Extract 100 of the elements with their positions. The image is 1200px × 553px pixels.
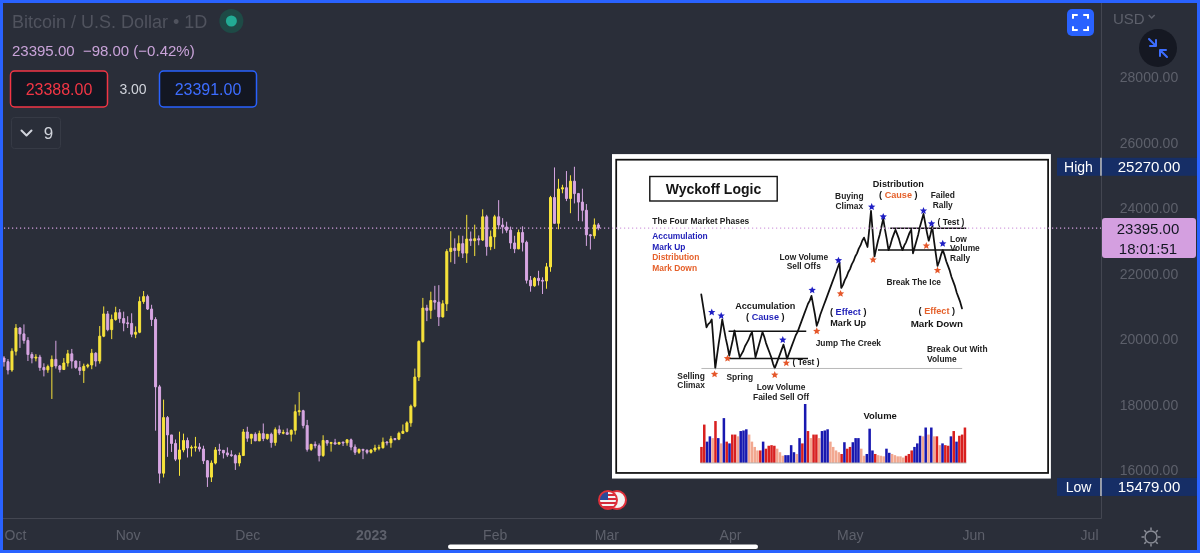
candlestick [225, 446, 229, 458]
candlestick [217, 443, 221, 456]
candlestick [38, 354, 42, 372]
candlestick [50, 354, 54, 400]
bar [896, 456, 899, 463]
annotation: Break Out With Volume [927, 343, 988, 364]
candlestick [361, 448, 365, 460]
candlestick [477, 234, 481, 246]
annotation: Mark Up [652, 241, 686, 252]
bar [927, 434, 930, 463]
candlestick [393, 438, 397, 441]
candlestick [493, 214, 497, 250]
candlestick [277, 424, 281, 436]
candlestick [373, 444, 377, 453]
bar [854, 438, 857, 463]
annotation: Buying Climax [835, 191, 864, 211]
candlestick [257, 430, 261, 442]
candlestick [78, 360, 82, 376]
candlestick [473, 224, 477, 257]
bar [857, 438, 860, 463]
bar [826, 429, 829, 463]
candlestick [329, 441, 333, 453]
candlestick [193, 436, 197, 453]
candlestick [453, 237, 457, 265]
annotation: Spring [726, 371, 754, 382]
bar [815, 434, 818, 463]
candlestick [233, 453, 237, 471]
candlestick [365, 448, 369, 455]
candlestick [381, 437, 385, 450]
candlestick [18, 326, 22, 349]
candlestick [162, 399, 166, 478]
candlestick [122, 311, 126, 332]
ref-line-label: 23395.00 [1116, 219, 1180, 237]
annotation: 9 [43, 123, 54, 143]
candlestick [341, 440, 345, 447]
candlestick [6, 358, 10, 375]
annotation: 23388.00 [25, 80, 93, 98]
candlestick [481, 208, 485, 242]
bar [913, 446, 916, 463]
candlestick [325, 440, 329, 447]
candlestick [369, 448, 373, 455]
annotation: ( Cause ) [879, 189, 918, 200]
bar [714, 421, 717, 463]
bar [885, 448, 888, 463]
sell-button: 23388.00 [9, 70, 109, 108]
candlestick [66, 349, 70, 368]
candlestick [357, 448, 361, 455]
candlestick [465, 214, 469, 264]
candlestick [94, 351, 98, 368]
annotation: Selling Climax [677, 371, 706, 391]
annotation: High [1064, 158, 1093, 175]
bar [767, 445, 770, 463]
candlestick [568, 174, 572, 214]
annotation: Low Volume Sell Offs [779, 252, 829, 272]
annotation: ( Effect ) [830, 306, 867, 317]
bar [930, 427, 933, 463]
candlestick [337, 441, 341, 445]
annotation: ( Cause ) [746, 312, 785, 323]
annotation: 3.00 [119, 81, 147, 97]
text: 23395.00 −98.00 (−0.42%) [12, 42, 195, 59]
bar [770, 445, 773, 463]
chart-title: Wyckoff Logic [665, 180, 762, 197]
bar [868, 428, 871, 463]
candlestick [349, 438, 353, 451]
candlestick [556, 178, 560, 230]
bar [882, 456, 885, 463]
candlestick [261, 422, 265, 442]
candlestick [461, 235, 465, 259]
bar [739, 431, 742, 463]
candlestick [321, 434, 325, 458]
bar [955, 441, 958, 463]
annotation: Mark Down [652, 262, 698, 273]
annotation: Mark Down [910, 317, 963, 329]
bar [731, 434, 734, 463]
candlestick [317, 442, 321, 462]
bar [745, 429, 748, 463]
annotation: Mark Up [830, 317, 867, 328]
text: 25270.00 [1117, 158, 1181, 176]
candlestick [385, 440, 389, 446]
candlestick [285, 427, 289, 436]
annotation: Accumulation [652, 231, 708, 241]
candlestick [166, 415, 170, 458]
candlestick [281, 429, 285, 435]
annotation: 23391.00 [174, 80, 242, 98]
candlestick [564, 170, 568, 202]
annotation: Accumulation [735, 301, 796, 311]
candlestick [592, 217, 596, 240]
candlestick [34, 353, 38, 362]
indicators-button: 9 [11, 117, 61, 149]
text: 18:01:51 [1118, 239, 1178, 257]
candlestick [389, 435, 393, 449]
annotation: Low Volume Rally [950, 233, 981, 263]
candlestick [178, 431, 182, 477]
candlestick [245, 426, 249, 443]
buy-button: 23391.00 [158, 70, 258, 108]
candlestick [90, 348, 94, 370]
candlestick [249, 433, 253, 445]
candlestick [437, 284, 441, 327]
annotation: The Four Market Phases [652, 216, 750, 227]
bar [910, 450, 913, 463]
